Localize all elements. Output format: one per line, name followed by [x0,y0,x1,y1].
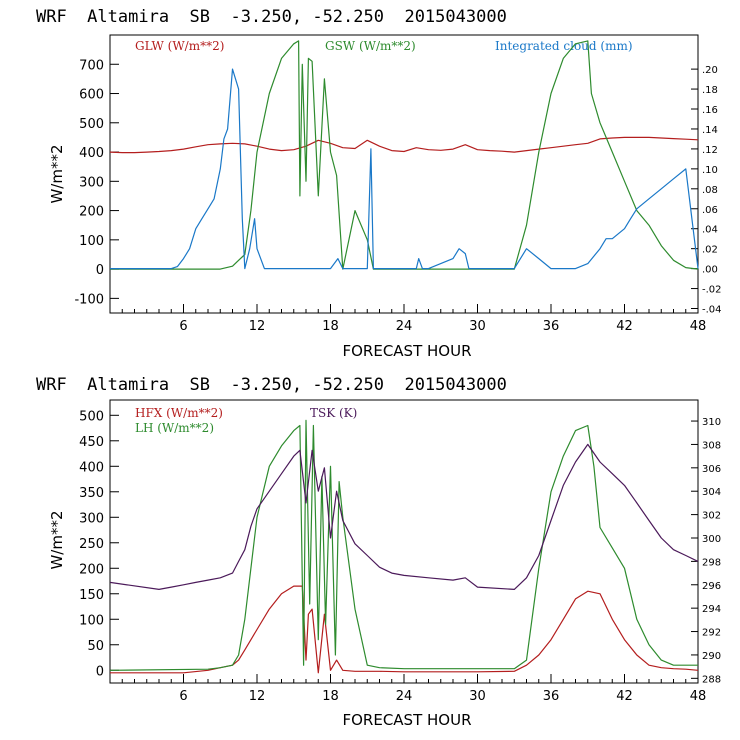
x-tick-label: 24 [396,689,413,704]
y-tick-label: 300 [79,175,104,190]
x-tick-label: 36 [543,689,560,704]
y2-tick-label: 290 [702,651,721,662]
plot-frame [109,399,699,684]
series-line-2 [109,443,699,591]
y2-tick-label: .06 [702,205,718,216]
y2-tick-label: 298 [702,557,721,568]
y-tick-label: 150 [79,588,104,603]
x-tick-label: 6 [179,319,187,334]
y2-tick-label: 302 [702,511,721,522]
y2-tick-label: .00 [702,265,718,276]
y2-tick-label: .02 [702,245,718,256]
y2-tick-label: 294 [702,604,721,615]
y-tick-label: 0 [96,263,104,278]
chart-panel-fluxes: WRF Altamira SB -3.250, -52.250 20150430… [36,375,721,729]
chart-panel-radiation: WRF Altamira SB -3.250, -52.250 20150430… [36,7,722,360]
x-tick-label: 48 [690,689,707,704]
legend-tsk: TSK (K) [310,406,357,420]
y-tick-label: 0 [96,664,104,679]
y-tick-label: 400 [79,146,104,161]
y-tick-label: 500 [79,117,104,132]
x-tick-label: 18 [322,689,339,704]
x-axis-label: FORECAST HOUR [342,711,471,729]
legend-gsw: GSW (W/m**2) [325,39,416,53]
y2-tick-label: .08 [702,185,718,196]
y-tick-label: 100 [79,613,104,628]
x-axis-label: FORECAST HOUR [342,342,471,360]
y2-tick-label: .12 [702,145,718,156]
y2-tick-label: 296 [702,581,721,592]
y-axis-label: W/m**2 [48,510,66,569]
y2-tick-label: -.02 [702,285,722,296]
y2-tick-label: 300 [702,534,721,545]
x-tick-label: 48 [690,319,707,334]
y-tick-label: 500 [79,409,104,424]
x-tick-label: 42 [616,689,633,704]
series-line-2 [110,68,699,270]
series-line-1 [110,40,699,270]
y-axis-label: W/m**2 [48,144,66,203]
y2-tick-label: .20 [702,65,718,76]
y-tick-label: -100 [74,292,104,307]
y2-tick-label: 292 [702,628,721,639]
y2-tick-label: -.04 [702,305,722,316]
legend-hfx: HFX (W/m**2) [135,406,223,420]
legend-lh: LH (W/m**2) [135,421,214,435]
x-tick-label: 12 [249,689,266,704]
legend-cloud: Integrated cloud (mm) [495,39,633,53]
series-line-0 [110,585,699,674]
y2-tick-label: 306 [702,464,721,475]
y2-tick-label: 304 [702,487,721,498]
y2-tick-label: 308 [702,440,721,451]
series-line-1 [109,419,698,671]
y-tick-label: 250 [79,537,104,552]
y-tick-label: 100 [79,234,104,249]
y2-tick-label: .04 [702,225,718,236]
x-tick-label: 12 [249,319,266,334]
y2-tick-label: 288 [702,674,721,685]
y2-tick-label: .16 [702,105,718,116]
y2-tick-label: .10 [702,165,718,176]
y-tick-label: 200 [79,205,104,220]
y2-tick-label: 310 [702,417,721,428]
chart-title: WRF Altamira SB -3.250, -52.250 20150430… [36,7,507,27]
chart-title: WRF Altamira SB -3.250, -52.250 20150430… [36,375,507,395]
x-tick-label: 18 [322,319,339,334]
y-tick-label: 700 [79,58,104,73]
x-tick-label: 6 [179,689,187,704]
y2-tick-label: .18 [702,85,718,96]
legend-glw: GLW (W/m**2) [135,39,224,53]
y-tick-label: 450 [79,435,104,450]
x-tick-label: 30 [469,689,486,704]
y-tick-label: 600 [79,88,104,103]
x-tick-label: 30 [469,319,486,334]
y-tick-label: 50 [87,639,104,654]
y-tick-label: 300 [79,511,104,526]
x-tick-label: 36 [543,319,560,334]
x-tick-label: 24 [396,319,413,334]
x-tick-label: 42 [616,319,633,334]
series-line-0 [109,136,699,154]
y-tick-label: 400 [79,460,104,475]
y-tick-label: 200 [79,562,104,577]
y2-tick-label: .14 [702,125,718,136]
plot-frame [109,34,699,314]
y-tick-label: 350 [79,486,104,501]
